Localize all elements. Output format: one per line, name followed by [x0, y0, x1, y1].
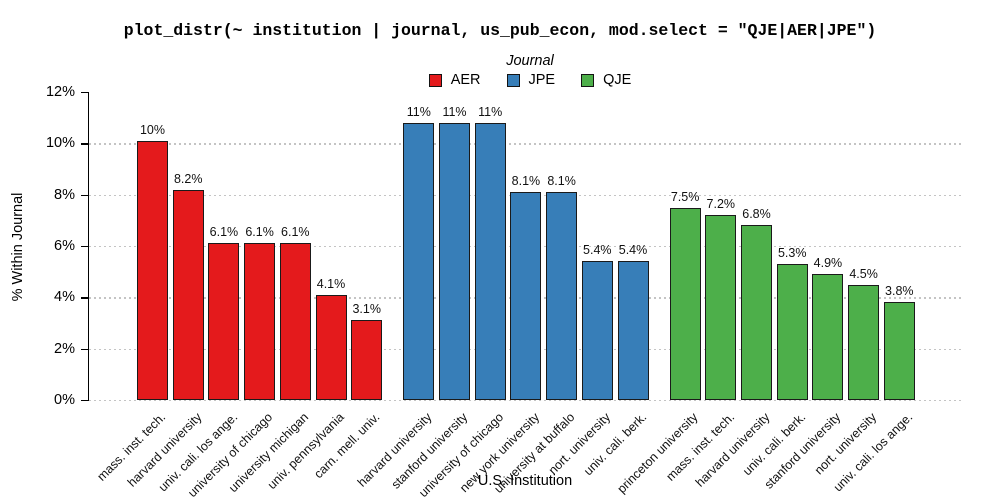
bar-value-label: 6.1%	[281, 225, 310, 240]
bar-value-label: 4.9%	[813, 256, 843, 271]
bar-jpe-4	[510, 192, 542, 400]
bar-jpe-1	[403, 122, 435, 400]
bar-value-label: 11%	[442, 104, 467, 119]
bar-aer-5	[279, 243, 311, 400]
bar-value-label: 10%	[139, 122, 166, 137]
legend-entry-jpe: JPE	[506, 72, 556, 88]
legend-label-qje: QJE	[603, 72, 632, 88]
legend-entry-qje: QJE	[581, 72, 631, 88]
bar-qje-2	[705, 215, 737, 400]
bar-value-label: 6.8%	[742, 207, 771, 222]
bar-aer-6	[315, 294, 347, 400]
bar-qje-6	[848, 284, 880, 400]
y-tick-label: 2%	[54, 340, 75, 357]
y-axis-tick	[81, 400, 89, 402]
legend: Journal AER JPE QJE	[60, 53, 1000, 88]
bar-value-label: 5.3%	[777, 245, 807, 260]
y-tick-label: 0%	[54, 392, 75, 408]
y-axis-tick	[81, 92, 89, 94]
bar-value-label: 4.1%	[316, 276, 346, 291]
legend-entry-aer: AER	[428, 72, 481, 88]
y-tick-label: 12%	[45, 84, 75, 100]
bar-aer-7	[351, 320, 383, 400]
bar-qje-3	[741, 225, 772, 400]
bar-aer-2	[172, 189, 204, 400]
bar-qje-4	[776, 263, 808, 400]
y-tick-label: 6%	[54, 238, 75, 254]
y-axis-tick	[81, 246, 89, 248]
legend-swatch-qje	[581, 73, 595, 87]
bar-value-label: 6.1%	[245, 225, 274, 240]
y-tick-label: 8%	[54, 186, 75, 203]
legend-entries: AER JPE QJE	[428, 72, 631, 88]
bar-value-label: 11%	[478, 104, 503, 119]
gridline-10pct	[89, 143, 962, 145]
gridline-0pct	[89, 400, 962, 402]
bar-qje-7	[883, 302, 915, 400]
bar-value-label: 7.2%	[706, 197, 736, 212]
y-tick-label: 10%	[45, 135, 75, 152]
bar-qje-5	[812, 274, 844, 400]
y-axis-tick	[81, 143, 89, 145]
bar-value-label: 8.1%	[511, 174, 541, 189]
chart-title: plot_distr(~ institution | journal, us_p…	[123, 21, 877, 40]
bar-jpe-2	[439, 122, 470, 400]
bar-value-label: 3.8%	[885, 284, 914, 299]
y-axis-tick	[81, 194, 89, 197]
bar-value-label: 4.5%	[849, 266, 878, 281]
bar-value-label: 11%	[406, 104, 431, 119]
legend-swatch-aer	[428, 73, 442, 87]
legend-label-jpe: JPE	[528, 72, 556, 88]
bar-aer-1	[137, 140, 168, 400]
y-axis-tick	[81, 348, 89, 351]
bar-jpe-3	[474, 122, 506, 400]
legend-swatch-jpe	[506, 73, 520, 87]
bar-value-label: 5.4%	[583, 243, 612, 258]
bar-value-label: 8.1%	[547, 174, 576, 189]
bar-value-label: 3.1%	[352, 302, 381, 317]
bar-aer-3	[208, 243, 240, 400]
bar-value-label: 6.1%	[209, 225, 239, 240]
y-tick-label: 4%	[54, 289, 75, 306]
y-axis-tick	[81, 297, 89, 299]
x-axis-title: U.S. Institution	[477, 473, 573, 489]
bar-value-label: 7.5%	[670, 189, 700, 204]
bar-aer-4	[244, 243, 276, 400]
bar-qje-1	[669, 207, 701, 400]
bar-jpe-6	[581, 261, 613, 400]
bar-value-label: 8.2%	[173, 171, 203, 186]
bar-jpe-5	[546, 192, 578, 400]
bar-jpe-7	[617, 261, 649, 400]
legend-title: Journal	[506, 53, 554, 69]
legend-label-aer: AER	[450, 72, 481, 88]
bar-value-label: 5.4%	[618, 243, 648, 258]
y-axis-title: % Within Journal	[10, 192, 26, 302]
